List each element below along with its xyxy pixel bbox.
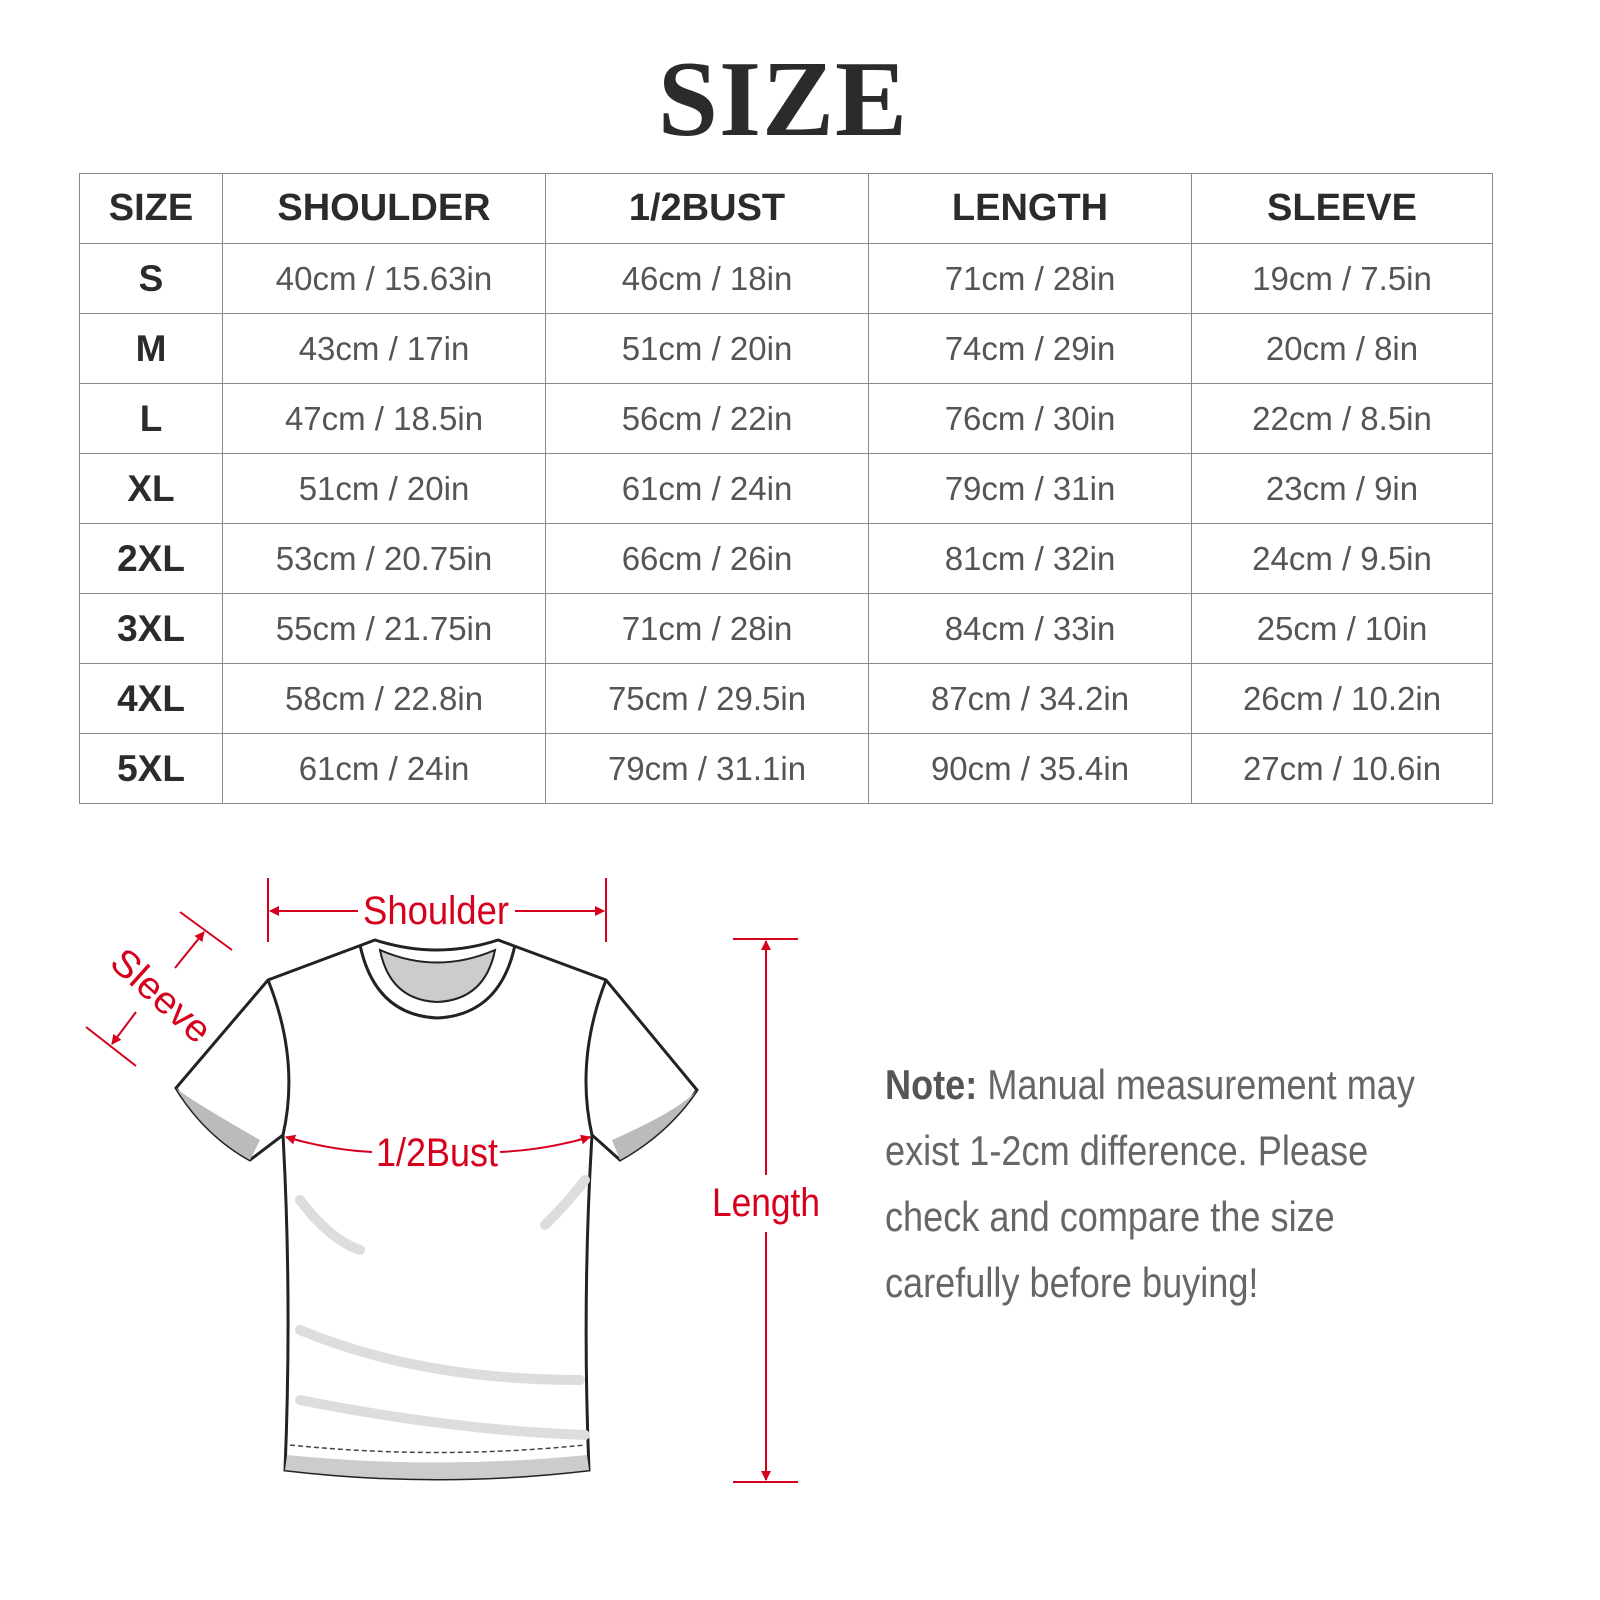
note-line: check and compare the size: [885, 1193, 1335, 1240]
note-line: carefully before buying!: [885, 1259, 1259, 1306]
table-row: L 47cm / 18.5in 56cm / 22in 76cm / 30in 22cm…: [79, 383, 1493, 454]
shoulder-label: Shoulder: [363, 889, 509, 933]
measurement-cell: 71cm / 28in: [545, 593, 869, 664]
measurement-cell: 23cm / 9in: [1191, 453, 1493, 524]
length-label: Length: [712, 1181, 820, 1225]
table-row: 4XL 58cm / 22.8in 75cm / 29.5in 87cm / 34.2…: [79, 663, 1493, 734]
measurement-cell: 61cm / 24in: [222, 733, 546, 804]
length-measure: Length: [712, 938, 820, 1483]
table-row: 2XL 53cm / 20.75in 66cm / 26in 81cm / 32in 2…: [79, 523, 1493, 594]
size-table: SIZE SHOULDER 1/2BUST LENGTH SLEEVE S 40cm / …: [79, 173, 1493, 804]
measurement-cell: 84cm / 33in: [868, 593, 1192, 664]
size-cell: L: [79, 383, 223, 454]
measurement-cell: 27cm / 10.6in: [1191, 733, 1493, 804]
column-header: 1/2BUST: [545, 173, 869, 244]
measurement-cell: 81cm / 32in: [868, 523, 1192, 594]
table-row: M 43cm / 17in 51cm / 20in 74cm / 29in 20cm /…: [79, 313, 1493, 384]
measurement-note: Note: Manual measurement may exist 1-2cm…: [885, 1052, 1453, 1316]
measurement-cell: 24cm / 9.5in: [1191, 523, 1493, 594]
measurement-cell: 58cm / 22.8in: [222, 663, 546, 734]
measurement-cell: 66cm / 26in: [545, 523, 869, 594]
size-cell: 4XL: [79, 663, 223, 734]
size-cell: 3XL: [79, 593, 223, 664]
note-label: Note:: [885, 1061, 978, 1108]
measurement-cell: 61cm / 24in: [545, 453, 869, 524]
measurement-cell: 19cm / 7.5in: [1191, 243, 1493, 314]
table-row: S 40cm / 15.63in 46cm / 18in 71cm / 28in 19c…: [79, 243, 1493, 314]
note-line: exist 1-2cm difference. Please: [885, 1127, 1369, 1174]
measurement-cell: 25cm / 10in: [1191, 593, 1493, 664]
bust-measure: 1/2Bust: [285, 1131, 591, 1175]
measurement-cell: 56cm / 22in: [545, 383, 869, 454]
table-row: 3XL 55cm / 21.75in 71cm / 28in 84cm / 33in 2…: [79, 593, 1493, 664]
measurement-cell: 75cm / 29.5in: [545, 663, 869, 734]
measurement-cell: 22cm / 8.5in: [1191, 383, 1493, 454]
column-header: LENGTH: [868, 173, 1192, 244]
measurement-cell: 40cm / 15.63in: [222, 243, 546, 314]
measurement-cell: 43cm / 17in: [222, 313, 546, 384]
measurement-cell: 76cm / 30in: [868, 383, 1192, 454]
size-cell: 5XL: [79, 733, 223, 804]
measurement-cell: 51cm / 20in: [545, 313, 869, 384]
note-text: Manual measurement may: [977, 1061, 1415, 1108]
table-row: XL 51cm / 20in 61cm / 24in 79cm / 31in 23cm …: [79, 453, 1493, 524]
page-title: SIZE: [657, 40, 909, 159]
column-header: SLEEVE: [1191, 173, 1493, 244]
measurement-cell: 71cm / 28in: [868, 243, 1192, 314]
bust-label: 1/2Bust: [376, 1131, 498, 1175]
size-cell: M: [79, 313, 223, 384]
measurement-cell: 90cm / 35.4in: [868, 733, 1192, 804]
sleeve-measure: Sleeve: [85, 911, 233, 1067]
tshirt-icon: [174, 938, 699, 1481]
size-cell: XL: [79, 453, 223, 524]
table-row: 5XL 61cm / 24in 79cm / 31.1in 90cm / 35.4in…: [79, 733, 1493, 804]
measurement-cell: 53cm / 20.75in: [222, 523, 546, 594]
measurement-cell: 79cm / 31.1in: [545, 733, 869, 804]
measurement-cell: 46cm / 18in: [545, 243, 869, 314]
shoulder-measure: Shoulder: [267, 878, 607, 942]
table-header-row: SIZE SHOULDER 1/2BUST LENGTH SLEEVE: [79, 173, 1493, 244]
measurement-cell: 26cm / 10.2in: [1191, 663, 1493, 734]
measurement-cell: 55cm / 21.75in: [222, 593, 546, 664]
column-header: SIZE: [79, 173, 223, 244]
size-cell: S: [79, 243, 223, 314]
measurement-cell: 74cm / 29in: [868, 313, 1192, 384]
note-line: Note: Manual measurement may: [885, 1052, 1453, 1118]
measurement-cell: 51cm / 20in: [222, 453, 546, 524]
measurement-cell: 20cm / 8in: [1191, 313, 1493, 384]
